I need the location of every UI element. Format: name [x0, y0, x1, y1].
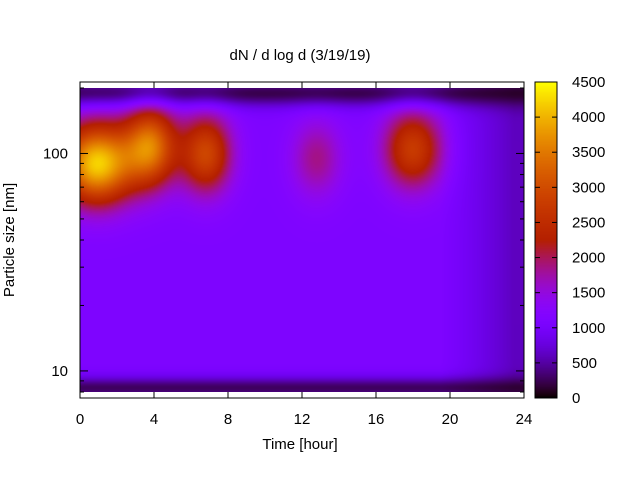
colorbar-tick-label: 2000 — [572, 250, 605, 267]
colorbar: 0 500 1000 1500 2000 2500 3000 3500 4000 4500 — [534, 74, 605, 407]
x-tick-label: 20 — [442, 411, 459, 428]
plot-area — [79, 81, 525, 399]
colorbar-tick-label: 3500 — [572, 144, 605, 161]
x-tick-label: 24 — [516, 411, 533, 428]
x-axis-label: Time [hour] — [262, 436, 337, 453]
colorbar-tick-label: 2500 — [572, 214, 605, 231]
x-axis-ticks: 0 4 8 12 16 20 24 — [76, 82, 533, 428]
x-tick-label: 12 — [294, 411, 311, 428]
x-tick-label: 8 — [224, 411, 232, 428]
colorbar-tick-label: 1500 — [572, 285, 605, 302]
y-axis-label: Particle size [nm] — [1, 183, 18, 297]
colorbar-tick-label: 0 — [572, 390, 580, 407]
chart-title: dN / d log d (3/19/19) — [230, 47, 371, 64]
y-axis-ticks: 10 100 — [43, 87, 524, 393]
colorbar-ticks: 0 500 1000 1500 2000 2500 3000 3500 4000 4500 — [535, 74, 605, 407]
colorbar-tick-label: 4500 — [572, 74, 605, 91]
colorbar-gradient — [535, 82, 557, 398]
colorbar-tick-label: 4000 — [572, 109, 605, 126]
colorbar-tick-label: 500 — [572, 355, 597, 372]
colorbar-frame — [534, 81, 558, 399]
colorbar-tick-label: 1000 — [572, 320, 605, 337]
heatmap-image — [80, 88, 524, 392]
y-tick-label: 100 — [43, 145, 68, 162]
y-tick-label: 10 — [51, 363, 68, 380]
colorbar-tick-label: 3000 — [572, 179, 605, 196]
x-tick-label: 0 — [76, 411, 84, 428]
x-tick-label: 16 — [368, 411, 385, 428]
x-tick-label: 4 — [150, 411, 158, 428]
